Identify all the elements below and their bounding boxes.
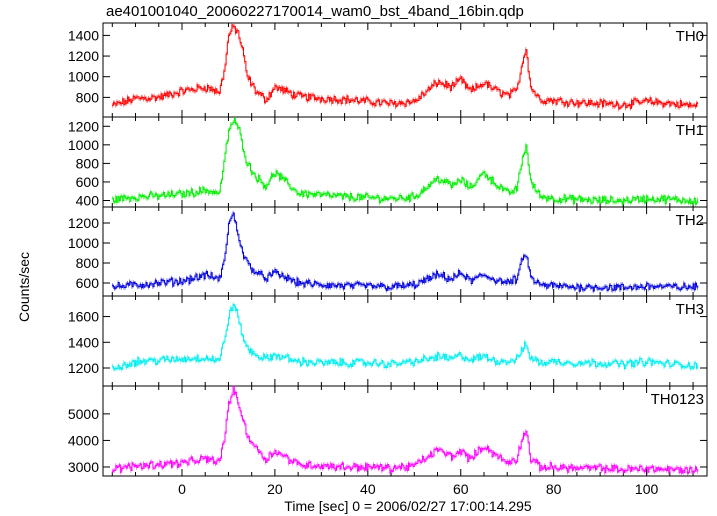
x-tick-label: 0	[178, 481, 186, 497]
y-tick-label: 5000	[68, 406, 99, 422]
y-tick-label: 1000	[68, 69, 99, 85]
y-tick-label: 800	[76, 155, 100, 171]
y-tick-label: 600	[76, 174, 100, 190]
y-tick-label: 1200	[68, 215, 99, 231]
y-tick-label: 1400	[68, 334, 99, 350]
x-tick-label: 20	[267, 481, 283, 497]
x-axis-label: Time [sec] 0 = 2006/02/27 17:00:14.295	[284, 498, 532, 514]
x-tick-label: 60	[453, 481, 469, 497]
y-tick-label: 600	[76, 275, 100, 291]
y-tick-label: 800	[76, 255, 100, 271]
y-tick-label: 3000	[68, 459, 99, 475]
y-tick-label: 1600	[68, 309, 99, 325]
error-bars-th0	[112, 23, 698, 112]
y-tick-label: 1200	[68, 360, 99, 376]
panel-frame-th0123	[102, 385, 708, 477]
series-line-th2	[112, 212, 699, 292]
error-bars-th2	[112, 210, 698, 294]
chart-title: ae401001040_20060227170014_wam0_bst_4ban…	[106, 3, 524, 20]
y-tick-label: 1400	[68, 27, 99, 43]
panel-label-th3: TH3	[676, 301, 704, 318]
series-line-th3	[112, 303, 699, 370]
panel-label-th0: TH0	[676, 28, 704, 45]
error-bars-th1	[112, 117, 698, 207]
y-tick-label: 400	[76, 193, 100, 209]
y-tick-label: 4000	[68, 432, 99, 448]
x-tick-label: 100	[635, 481, 659, 497]
panel-label-th2: TH2	[676, 212, 704, 229]
panel-label-th0123: TH0123	[651, 391, 704, 408]
y-tick-label: 1200	[68, 118, 99, 134]
y-tick-label: 800	[76, 89, 100, 105]
panel-frame-th3	[102, 295, 708, 387]
series-line-th0123	[112, 385, 699, 474]
y-tick-label: 1000	[68, 235, 99, 251]
error-bars-th0123	[112, 386, 698, 476]
y-tick-label: 1000	[68, 137, 99, 153]
x-tick-label: 40	[360, 481, 376, 497]
x-tick-label: 80	[546, 481, 562, 497]
y-tick-label: 1200	[68, 48, 99, 64]
series-line-th1	[112, 118, 699, 205]
panel-label-th1: TH1	[676, 122, 704, 139]
series-line-th0	[112, 24, 699, 110]
